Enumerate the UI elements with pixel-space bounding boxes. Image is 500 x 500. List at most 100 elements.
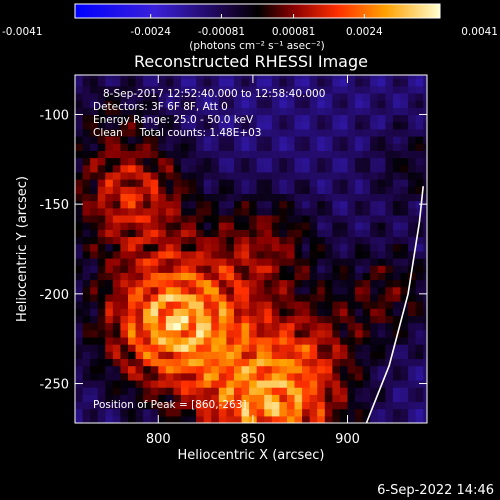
heatmap-cell xyxy=(271,214,280,223)
heatmap-cell xyxy=(135,92,144,101)
heatmap-cell xyxy=(173,401,182,410)
heatmap-cell xyxy=(226,329,235,338)
heatmap-cell xyxy=(203,150,212,159)
heatmap-cell xyxy=(423,394,427,403)
heatmap-cell xyxy=(362,186,371,194)
heatmap-cell xyxy=(112,265,122,273)
heatmap-cell xyxy=(279,308,288,316)
heatmap-cell xyxy=(264,344,273,352)
y-axis-label: Heliocentric Y (arcsec) xyxy=(15,176,30,322)
heatmap-cell xyxy=(408,207,417,216)
heatmap-cell xyxy=(256,308,265,316)
heatmap-cell xyxy=(196,344,205,352)
heatmap-cell xyxy=(355,107,364,116)
heatmap-cell xyxy=(241,78,250,87)
heatmap-cell xyxy=(362,214,371,223)
heatmap-cell xyxy=(97,322,106,331)
heatmap-cell xyxy=(286,164,296,173)
heatmap-cell xyxy=(256,78,265,87)
heatmap-cell xyxy=(415,186,424,194)
heatmap-cell xyxy=(362,351,371,360)
heatmap-cell xyxy=(165,265,175,273)
heatmap-cell xyxy=(309,121,318,130)
heatmap-cell xyxy=(218,128,227,137)
heatmap-cell xyxy=(302,265,311,273)
heatmap-cell xyxy=(324,293,333,302)
heatmap-cell xyxy=(165,229,175,238)
heatmap-cell xyxy=(370,200,379,209)
heatmap-cell xyxy=(415,265,424,273)
heatmap-cell xyxy=(294,415,303,423)
heatmap-cell xyxy=(112,365,122,374)
heatmap-cell xyxy=(150,272,159,281)
heatmap-cell xyxy=(120,179,129,187)
heatmap-cell xyxy=(90,92,99,101)
heatmap-cell xyxy=(317,186,326,194)
heatmap-cell xyxy=(286,257,296,266)
heatmap-cell xyxy=(264,222,273,230)
heatmap-cell xyxy=(127,100,137,108)
heatmap-cell xyxy=(415,351,424,360)
heatmap-cell xyxy=(332,293,341,302)
heatmap-cell xyxy=(408,358,417,367)
heatmap-cell xyxy=(203,329,212,338)
heatmap-cell xyxy=(339,100,349,108)
heatmap-cell xyxy=(423,100,427,108)
heatmap-cell xyxy=(120,207,129,216)
heatmap-cell xyxy=(127,78,137,87)
heatmap-cell xyxy=(218,75,227,80)
heatmap-cell xyxy=(324,92,333,101)
heatmap-cell xyxy=(309,193,318,202)
heatmap-cell xyxy=(302,401,311,410)
heatmap-cell xyxy=(355,301,364,309)
heatmap-cell xyxy=(415,150,424,159)
heatmap-cell xyxy=(347,150,356,159)
heatmap-cell xyxy=(188,128,197,137)
heatmap-cell xyxy=(180,322,190,331)
heatmap-cell xyxy=(196,415,205,423)
heatmap-cell xyxy=(233,222,243,230)
heatmap-cell xyxy=(317,358,326,367)
heatmap-cell xyxy=(415,243,424,252)
heatmap-cell xyxy=(286,286,296,295)
heatmap-cell xyxy=(105,92,114,101)
heatmap-cell xyxy=(143,372,152,381)
heatmap-cell xyxy=(408,286,417,295)
heatmap-cell xyxy=(302,279,311,288)
heatmap-cell xyxy=(302,207,311,216)
heatmap-cell xyxy=(392,387,402,395)
heatmap-cell xyxy=(233,164,243,173)
heatmap-cell xyxy=(180,351,190,360)
heatmap-cell xyxy=(127,114,137,123)
heatmap-cell xyxy=(127,358,137,367)
heatmap-cell xyxy=(165,75,175,80)
heatmap-cell xyxy=(82,293,91,302)
heatmap-cell xyxy=(120,92,129,101)
heatmap-cell xyxy=(408,171,417,180)
heatmap-cell xyxy=(400,121,409,130)
heatmap-cell xyxy=(324,200,333,209)
heatmap-cell xyxy=(188,344,197,352)
heatmap-cell xyxy=(385,207,394,216)
heatmap-cell xyxy=(203,265,212,273)
heatmap-cell xyxy=(127,329,137,338)
heatmap-cell xyxy=(370,171,379,180)
heatmap-cell xyxy=(241,229,250,238)
heatmap-cell xyxy=(90,329,99,338)
heatmap-cell xyxy=(120,322,129,331)
heatmap-cell xyxy=(347,329,356,338)
heatmap-cell xyxy=(355,379,364,388)
heatmap-cell xyxy=(75,415,84,423)
heatmap-cell xyxy=(347,179,356,187)
heatmap-cell xyxy=(127,157,137,166)
heatmap-cell xyxy=(286,279,296,288)
heatmap-cell xyxy=(90,293,99,302)
heatmap-cell xyxy=(355,121,364,130)
heatmap-cell xyxy=(302,286,311,295)
heatmap-cell xyxy=(347,78,356,87)
heatmap-cell xyxy=(150,329,159,338)
heatmap-cell xyxy=(264,207,273,216)
heatmap-cell xyxy=(286,135,296,144)
heatmap-cell xyxy=(423,222,427,230)
heatmap-cell xyxy=(339,78,349,87)
